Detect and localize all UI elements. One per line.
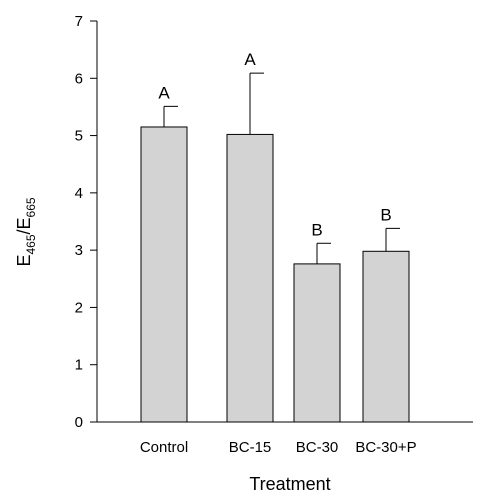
y-axis-label-sub1: 465 bbox=[24, 234, 38, 254]
y-tick-label: 0 bbox=[75, 414, 83, 431]
y-axis-label-slash: /E bbox=[14, 217, 34, 234]
y-tick-label: 5 bbox=[75, 128, 83, 145]
axes: 0 1 2 3 4 5 6 7 Control BC-15 BC-30 BC-30+P bbox=[75, 13, 473, 456]
y-axis-label: E465/E665 bbox=[14, 197, 38, 266]
bar bbox=[140, 126, 188, 423]
bars: A A B B bbox=[140, 50, 410, 423]
y-tick-label: 6 bbox=[75, 70, 83, 87]
x-tick-label: BC-15 bbox=[229, 439, 272, 456]
y-axis-label-main: E bbox=[14, 255, 34, 267]
y-tick-label: 7 bbox=[75, 13, 83, 30]
x-tick-label: Control bbox=[140, 439, 188, 456]
y-tick-label: 2 bbox=[75, 299, 83, 316]
significance-letter: A bbox=[244, 50, 256, 69]
significance-letter: A bbox=[158, 83, 170, 102]
y-tick-label: 3 bbox=[75, 242, 83, 259]
y-tick-label: 4 bbox=[75, 185, 83, 202]
x-tick-label: BC-30 bbox=[296, 439, 339, 456]
x-tick-label: BC-30+P bbox=[355, 439, 416, 456]
significance-letter: B bbox=[311, 220, 322, 239]
significance-letter: B bbox=[380, 205, 391, 224]
bar bbox=[293, 263, 341, 423]
y-tick-label: 1 bbox=[75, 357, 83, 374]
x-axis-label: Treatment bbox=[249, 474, 330, 494]
bar bbox=[362, 250, 410, 423]
y-axis-label-sub2: 665 bbox=[24, 197, 38, 217]
bar bbox=[226, 133, 274, 423]
